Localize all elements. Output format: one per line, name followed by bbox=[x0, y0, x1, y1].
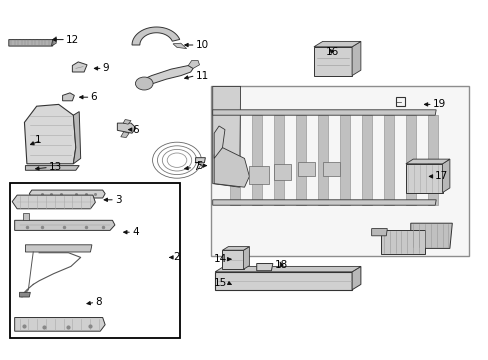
Text: 13: 13 bbox=[49, 162, 62, 172]
Polygon shape bbox=[25, 245, 92, 252]
Text: 18: 18 bbox=[274, 260, 287, 270]
Polygon shape bbox=[132, 27, 180, 45]
Polygon shape bbox=[249, 166, 268, 184]
Polygon shape bbox=[317, 115, 327, 205]
Polygon shape bbox=[212, 200, 435, 205]
Polygon shape bbox=[215, 266, 360, 272]
Text: 19: 19 bbox=[432, 99, 445, 109]
Polygon shape bbox=[9, 40, 53, 46]
Polygon shape bbox=[23, 213, 29, 220]
Polygon shape bbox=[442, 159, 449, 193]
Text: 6: 6 bbox=[90, 92, 97, 102]
Polygon shape bbox=[139, 66, 193, 86]
Text: 4: 4 bbox=[132, 227, 139, 237]
Polygon shape bbox=[351, 266, 360, 290]
Polygon shape bbox=[410, 223, 451, 248]
Polygon shape bbox=[371, 229, 386, 236]
Text: 6: 6 bbox=[132, 125, 139, 135]
Polygon shape bbox=[256, 264, 272, 271]
Polygon shape bbox=[229, 115, 239, 205]
Polygon shape bbox=[313, 47, 351, 76]
Polygon shape bbox=[29, 190, 105, 198]
Polygon shape bbox=[15, 220, 115, 230]
Text: 11: 11 bbox=[195, 71, 208, 81]
Text: 3: 3 bbox=[115, 195, 122, 205]
Polygon shape bbox=[215, 272, 351, 290]
Text: 14: 14 bbox=[214, 254, 227, 264]
Text: 1: 1 bbox=[35, 135, 41, 145]
Polygon shape bbox=[72, 62, 87, 72]
Polygon shape bbox=[212, 110, 435, 115]
Polygon shape bbox=[25, 166, 79, 170]
Circle shape bbox=[135, 77, 153, 90]
Polygon shape bbox=[214, 148, 249, 187]
Polygon shape bbox=[73, 112, 81, 164]
Polygon shape bbox=[20, 292, 30, 297]
Text: 12: 12 bbox=[66, 35, 79, 45]
Polygon shape bbox=[405, 164, 442, 193]
Text: 9: 9 bbox=[102, 63, 109, 73]
Text: 10: 10 bbox=[195, 40, 208, 50]
Polygon shape bbox=[24, 104, 76, 164]
Polygon shape bbox=[117, 123, 136, 133]
Polygon shape bbox=[12, 195, 95, 209]
Polygon shape bbox=[214, 126, 224, 158]
Polygon shape bbox=[243, 247, 249, 269]
Text: 8: 8 bbox=[95, 297, 102, 307]
Bar bbox=[10, 183, 180, 338]
Text: 7: 7 bbox=[193, 162, 200, 172]
Polygon shape bbox=[339, 115, 349, 205]
Text: 5: 5 bbox=[196, 161, 203, 171]
Polygon shape bbox=[361, 115, 371, 205]
Polygon shape bbox=[381, 230, 425, 254]
Polygon shape bbox=[273, 115, 283, 205]
Polygon shape bbox=[222, 250, 243, 269]
Polygon shape bbox=[273, 164, 290, 180]
Polygon shape bbox=[211, 86, 468, 256]
Polygon shape bbox=[251, 115, 261, 205]
Polygon shape bbox=[15, 318, 105, 331]
Polygon shape bbox=[313, 41, 360, 47]
Polygon shape bbox=[295, 115, 305, 205]
Polygon shape bbox=[383, 115, 393, 205]
Polygon shape bbox=[222, 247, 249, 250]
Polygon shape bbox=[405, 115, 415, 205]
Polygon shape bbox=[123, 120, 131, 124]
Polygon shape bbox=[195, 158, 205, 163]
Text: 15: 15 bbox=[214, 278, 227, 288]
Polygon shape bbox=[405, 159, 449, 164]
Polygon shape bbox=[188, 60, 199, 68]
Polygon shape bbox=[62, 93, 74, 101]
Polygon shape bbox=[173, 43, 186, 49]
Polygon shape bbox=[298, 162, 315, 176]
Polygon shape bbox=[212, 86, 240, 187]
Polygon shape bbox=[121, 132, 129, 138]
Text: 17: 17 bbox=[434, 171, 447, 181]
Text: 2: 2 bbox=[173, 252, 180, 262]
Text: 16: 16 bbox=[325, 47, 339, 57]
Polygon shape bbox=[322, 162, 339, 176]
Polygon shape bbox=[427, 115, 437, 205]
Polygon shape bbox=[351, 41, 360, 76]
Polygon shape bbox=[51, 37, 56, 46]
